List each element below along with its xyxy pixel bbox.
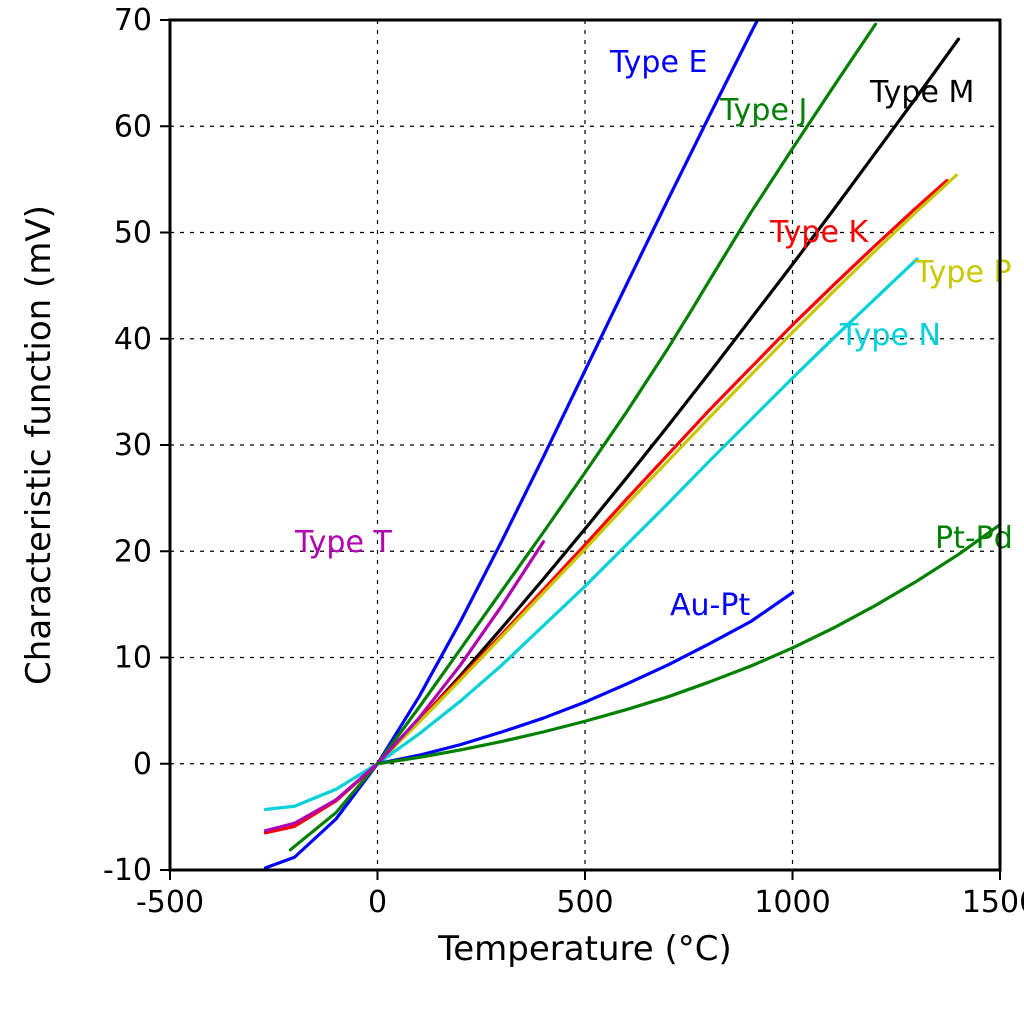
ytick-label: 0 [133,747,152,782]
ytick-label: 30 [114,428,152,463]
series-label: Type E [609,45,707,80]
xtick-label: 1500 [962,885,1024,920]
ytick-label: 10 [114,641,152,676]
ytick-label: -10 [103,853,152,888]
series-label: Type N [839,318,941,353]
xtick-label: 1000 [754,885,830,920]
series-label: Type K [769,215,869,250]
xtick-label: 500 [556,885,613,920]
xtick-label: -500 [136,885,204,920]
series-label: Type J [719,93,807,128]
series-label: Type T [294,525,392,560]
ytick-label: 70 [114,3,152,38]
series-label: Type M [869,75,974,110]
ytick-label: 60 [114,109,152,144]
xtick-label: 0 [368,885,387,920]
ytick-label: 20 [114,534,152,569]
x-axis-label: Temperature (°C) [437,929,731,969]
thermocouple-chart: Type E Type J Type M Type K Type P Type N Type… [0,0,1024,1024]
series-label: Au-Pt [670,588,750,623]
ytick-label: 50 [114,216,152,251]
series-label: Type P [914,255,1012,290]
ytick-label: 40 [114,322,152,357]
y-axis-label: Characteristic function (mV) [19,205,59,685]
